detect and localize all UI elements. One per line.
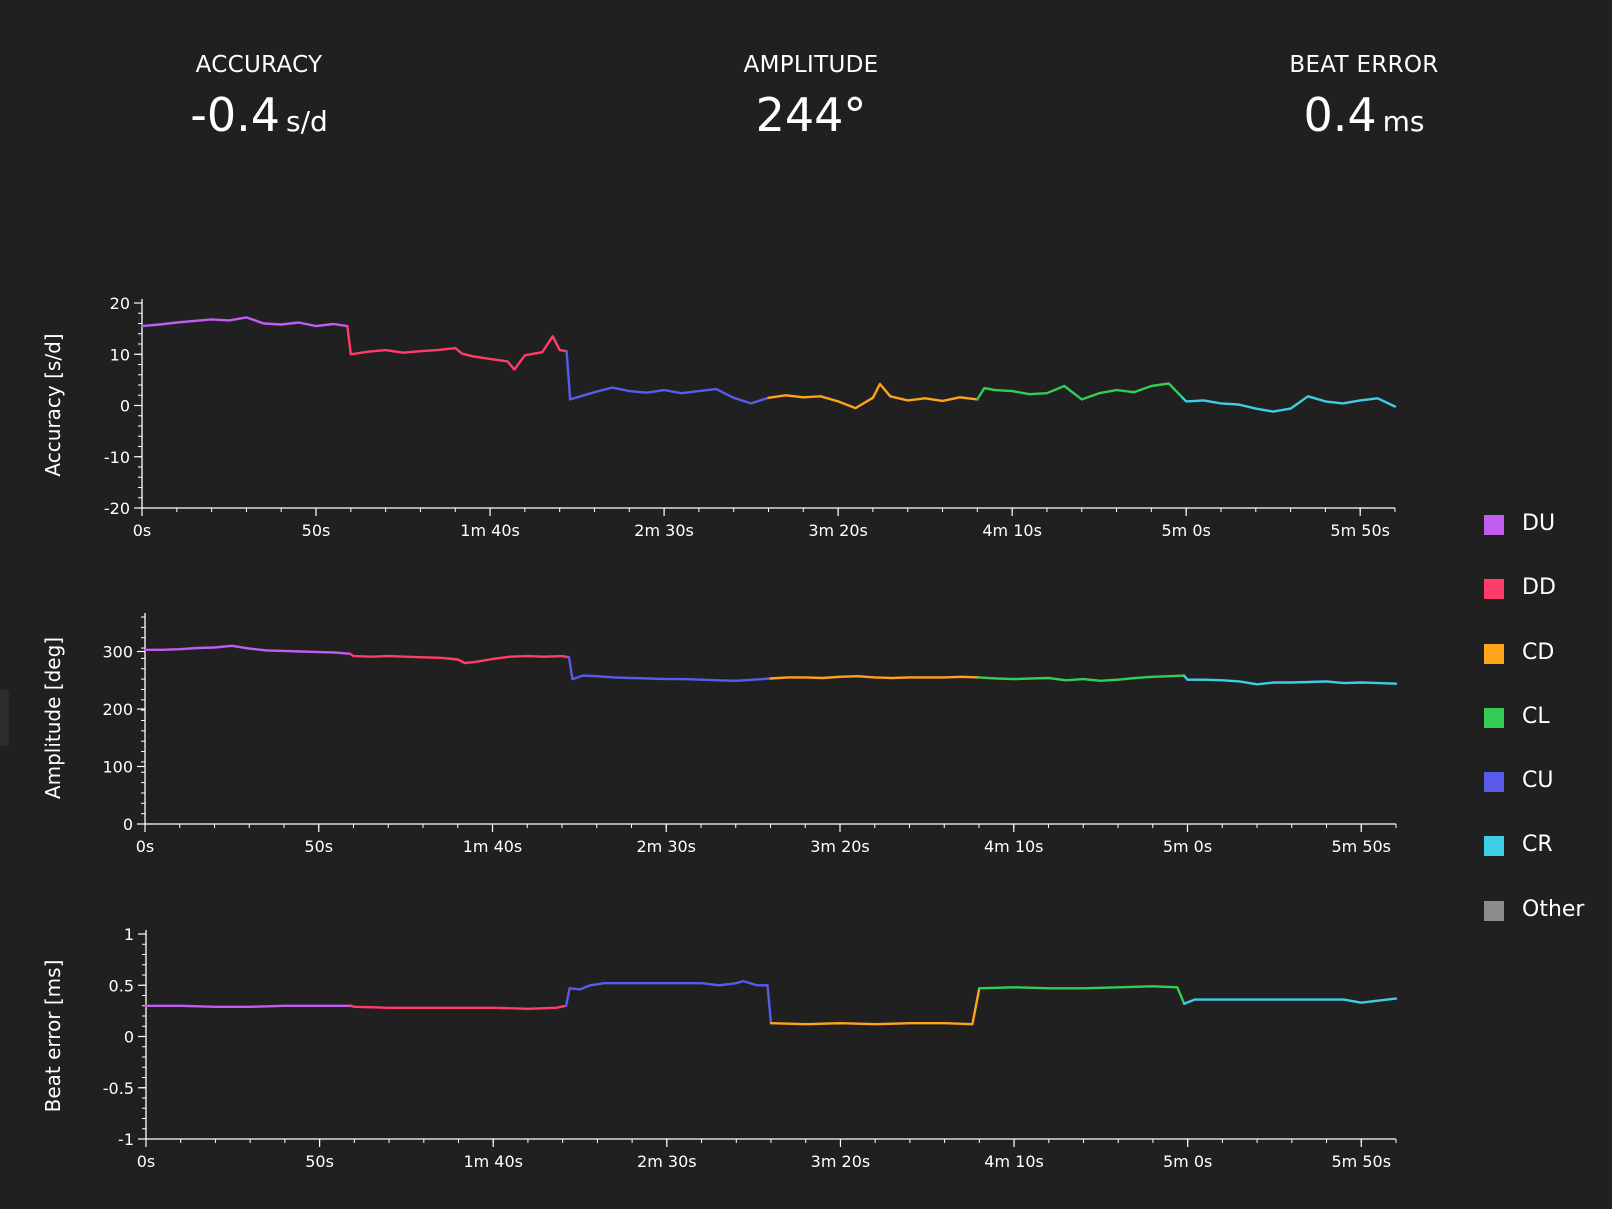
beat-error-series-cr xyxy=(1182,997,1398,1005)
beat-error-series-dd xyxy=(349,1004,568,1010)
amplitude-x-tick-label: 4m 10s xyxy=(984,837,1044,856)
amplitude-x-tick-label: 50s xyxy=(304,837,333,856)
beat-error-y-tick-label: 0.5 xyxy=(109,976,134,995)
amplitude-series-cl xyxy=(977,674,1186,682)
beat-error-series-du xyxy=(144,1004,353,1008)
legend-swatch xyxy=(1484,836,1504,857)
beat-error-x-tick-label: 4m 10s xyxy=(984,1152,1044,1171)
legend-label: Other xyxy=(1522,896,1585,922)
beat-error-series-cu xyxy=(564,979,773,1025)
amplitude-x-tick-label: 5m 50s xyxy=(1331,837,1391,856)
amplitude-value: 244° xyxy=(661,88,961,142)
beat-error-chart: 1 0.5 0 -0.5 -10s 50s 1m 40s 2m 30s 3m 20s 4m 10s… xyxy=(41,925,1398,1171)
accuracy-label: ACCURACY xyxy=(195,52,323,78)
accuracy-y-tick-label: -20 xyxy=(104,499,130,518)
beat-error-x-tick-label: 5m 0s xyxy=(1163,1152,1212,1171)
beat-error-x-tick-label: 50s xyxy=(305,1152,334,1171)
accuracy-series-cu xyxy=(565,350,770,405)
accuracy-x-tick-label: 0s xyxy=(133,521,152,540)
legend-label: CR xyxy=(1522,832,1553,858)
beat-error-x-tick-label: 1m 40s xyxy=(463,1152,523,1171)
beat-error-x-tick-label: 3m 20s xyxy=(811,1152,871,1171)
accuracy-y-tick-label: 20 xyxy=(110,294,130,313)
legend-label: DD xyxy=(1522,575,1556,601)
legend-swatch xyxy=(1484,900,1504,921)
beat-error-value: 0.4 ms xyxy=(1214,88,1514,142)
legend-swatch xyxy=(1484,643,1504,664)
accuracy-series-du xyxy=(140,316,349,328)
accuracy-y-tick-label: 0 xyxy=(120,397,130,416)
beat-error-y-tick-label: -1 xyxy=(118,1130,134,1149)
amplitude-y-axis-label: Amplitude [deg] xyxy=(41,637,65,799)
accuracy-value: -0.4 s/d xyxy=(109,88,409,142)
legend-label: CL xyxy=(1522,703,1550,729)
beat-error-x-tick-label: 0s xyxy=(137,1152,156,1171)
amplitude-metric: AMPLITUDE 244° xyxy=(661,52,961,142)
legend-swatch xyxy=(1484,707,1504,728)
amplitude-series-cr xyxy=(1182,674,1398,686)
legend-swatch xyxy=(1484,515,1504,535)
beat-error-unit: ms xyxy=(1382,105,1425,138)
beat-error-y-tick-label: 1 xyxy=(124,925,134,944)
accuracy-unit: s/d xyxy=(285,105,328,138)
accuracy-metric: ACCURACY -0.4 s/d xyxy=(109,52,409,142)
amplitude-x-tick-label: 0s xyxy=(136,837,155,856)
accuracy-x-tick-label: 3m 20s xyxy=(808,521,868,540)
beat-error-series-cd xyxy=(769,987,981,1026)
amplitude-x-tick-label: 3m 20s xyxy=(810,837,870,856)
amplitude-series-dd xyxy=(348,652,571,665)
accuracy-x-tick-label: 50s xyxy=(302,521,331,540)
amplitude-y-tick-label: 0 xyxy=(123,815,133,834)
beat-error-y-axis-label: Beat error [ms] xyxy=(41,960,65,1113)
beat-error-x-tick-label: 5m 50s xyxy=(1332,1152,1392,1171)
amplitude-series-cu xyxy=(567,656,772,682)
accuracy-x-tick-label: 5m 50s xyxy=(1330,521,1390,540)
beat-error-number: 0.4 xyxy=(1303,88,1377,142)
accuracy-series-cr xyxy=(1181,395,1397,413)
amplitude-label: AMPLITUDE xyxy=(743,52,879,78)
amplitude-series-cd xyxy=(769,675,981,680)
accuracy-x-tick-label: 2m 30s xyxy=(634,521,694,540)
legend-label: CU xyxy=(1522,768,1554,794)
amplitude-x-tick-label: 2m 30s xyxy=(636,837,696,856)
beat-error-y-tick-label: -0.5 xyxy=(103,1079,134,1098)
accuracy-y-tick-label: -10 xyxy=(104,448,130,467)
accuracy-x-tick-label: 5m 0s xyxy=(1161,521,1210,540)
accuracy-x-tick-label: 4m 10s xyxy=(982,521,1042,540)
accuracy-series-cl xyxy=(976,382,1184,401)
accuracy-y-axis-label: Accuracy [s/d] xyxy=(41,333,65,476)
accuracy-x-tick-label: 1m 40s xyxy=(460,521,520,540)
legend-swatch xyxy=(1484,772,1504,793)
beat-error-metric: BEAT ERROR 0.4 ms xyxy=(1214,52,1514,142)
accuracy-y-tick-label: 10 xyxy=(110,345,130,364)
accuracy-number: -0.4 xyxy=(190,88,280,142)
amplitude-y-tick-label: 200 xyxy=(102,700,133,719)
accuracy-series-cd xyxy=(767,382,979,410)
amplitude-y-tick-label: 100 xyxy=(102,758,133,777)
amplitude-x-tick-label: 5m 0s xyxy=(1163,837,1212,856)
accuracy-series-dd xyxy=(346,324,568,371)
amplitude-number: 244° xyxy=(755,88,867,142)
beat-error-series-cl xyxy=(978,985,1186,1005)
legend-label: DU xyxy=(1522,511,1556,536)
amplitude-x-tick-label: 1m 40s xyxy=(463,837,523,856)
amplitude-series-du xyxy=(143,644,352,655)
beat-error-label: BEAT ERROR xyxy=(1289,52,1439,78)
side-panel-handle[interactable] xyxy=(0,690,9,746)
legend-label: CD xyxy=(1522,639,1555,665)
amplitude-chart: 300 200 100 00s 50s 1m 40s 2m 30s 3m 20s 4m 10s 5… xyxy=(41,613,1398,856)
amplitude-y-tick-label: 300 xyxy=(102,643,133,662)
beat-error-y-tick-label: 0 xyxy=(124,1028,134,1047)
beat-error-x-tick-label: 2m 30s xyxy=(637,1152,697,1171)
legend-swatch xyxy=(1484,579,1504,600)
